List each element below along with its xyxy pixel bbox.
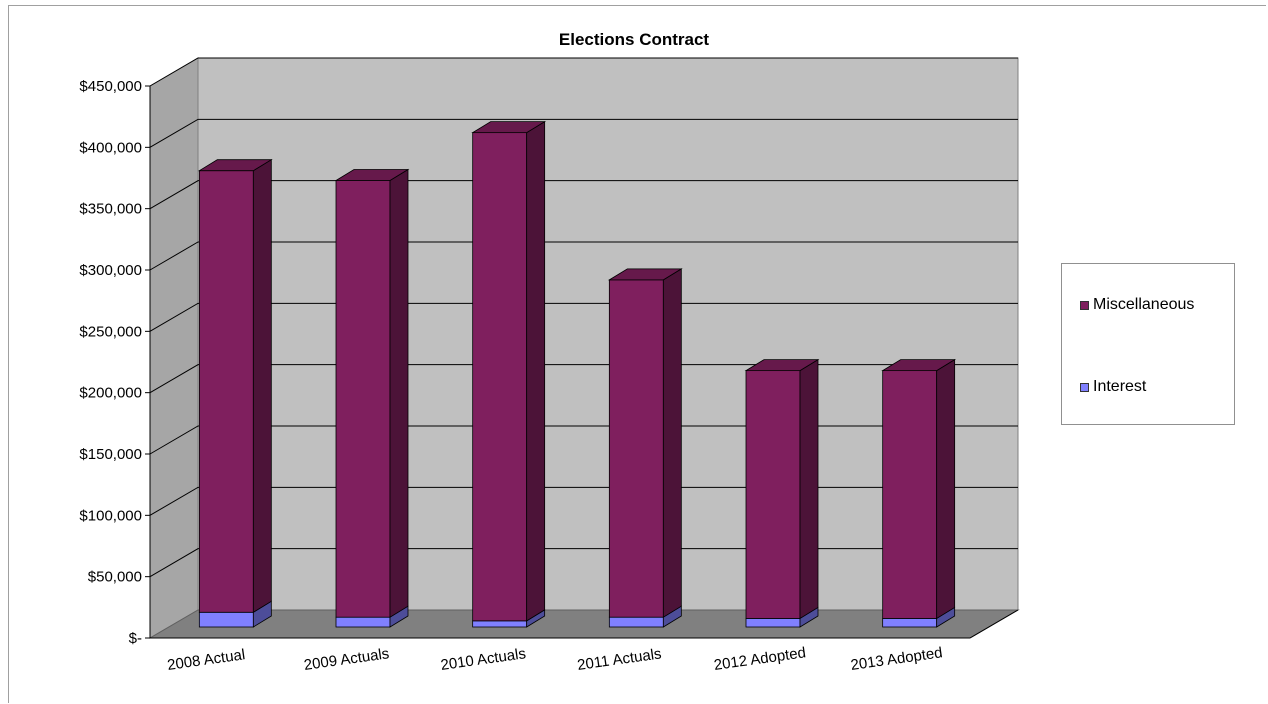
bar-interest-front [745,618,801,628]
x-tick-label: 2013 Adopted [850,644,944,674]
y-tick-label: $150,000 [79,446,142,463]
bar-interest-front [608,616,664,628]
y-tick-label: $450,000 [79,78,142,95]
y-tick-label: $200,000 [79,385,142,402]
legend-item-interest: Interest [1080,378,1146,396]
legend-label-interest: Interest [1093,378,1147,395]
bar-miscellaneous-top [334,169,410,181]
bar-miscellaneous-front [882,370,938,619]
y-tick-label: $50,000 [88,569,142,586]
y-tick-label: $100,000 [79,507,142,524]
bar-miscellaneous-side [389,168,409,618]
gridline [149,118,1018,148]
gridline [149,180,1018,210]
gridline [149,364,1018,394]
chart-title: Elections Contract [558,30,710,49]
x-axis-depth-line [969,609,1019,639]
legend-swatch-interest [1080,382,1089,392]
bar-miscellaneous-side [526,120,546,622]
bar-miscellaneous-side [252,158,272,613]
x-tick-label: 2009 Actuals [303,645,390,674]
y-tick-label: $400,000 [79,139,142,156]
chart-frame [8,5,1266,703]
bar-interest-front [335,616,391,628]
bar-miscellaneous-top [607,268,683,281]
legend-swatch-miscellaneous [1080,300,1089,310]
bar-miscellaneous-top [744,359,820,372]
bar-miscellaneous-front [472,132,528,622]
y-tick-label: $350,000 [79,201,142,218]
gridline [149,548,1018,578]
bar-miscellaneous-side [799,358,819,620]
bar-miscellaneous-front [335,180,391,618]
y-tick-label: $- [129,630,142,647]
legend: Miscellaneous Interest [1061,263,1235,425]
bar-miscellaneous-front [198,170,254,613]
bar-miscellaneous-side [936,358,956,620]
bar-miscellaneous-side [662,268,682,618]
x-tick-label: 2011 Actuals [576,645,662,674]
x-tick-label: 2012 Adopted [713,644,807,674]
bar-miscellaneous-front [745,370,801,619]
bar-miscellaneous-top [197,159,273,172]
x-tick-label: 2010 Actuals [440,645,527,674]
bar-miscellaneous-top [881,359,957,372]
side-wall [149,57,199,639]
gridline [149,57,1018,87]
bar-interest-front [198,611,254,628]
gridline [149,302,1018,332]
y-tick-label: $300,000 [79,262,142,279]
bar-miscellaneous-front [608,279,664,618]
x-tick-label: 2008 Actual [166,646,246,674]
gridline [149,486,1018,516]
bar-interest-front [472,620,528,628]
bar-interest-front [882,618,938,628]
gridline [149,241,1018,271]
bar-miscellaneous-top [471,121,547,134]
gridline [149,425,1018,455]
legend-item-miscellaneous: Miscellaneous [1080,296,1194,314]
legend-label-miscellaneous: Miscellaneous [1093,296,1195,313]
y-tick-label: $250,000 [79,323,142,340]
